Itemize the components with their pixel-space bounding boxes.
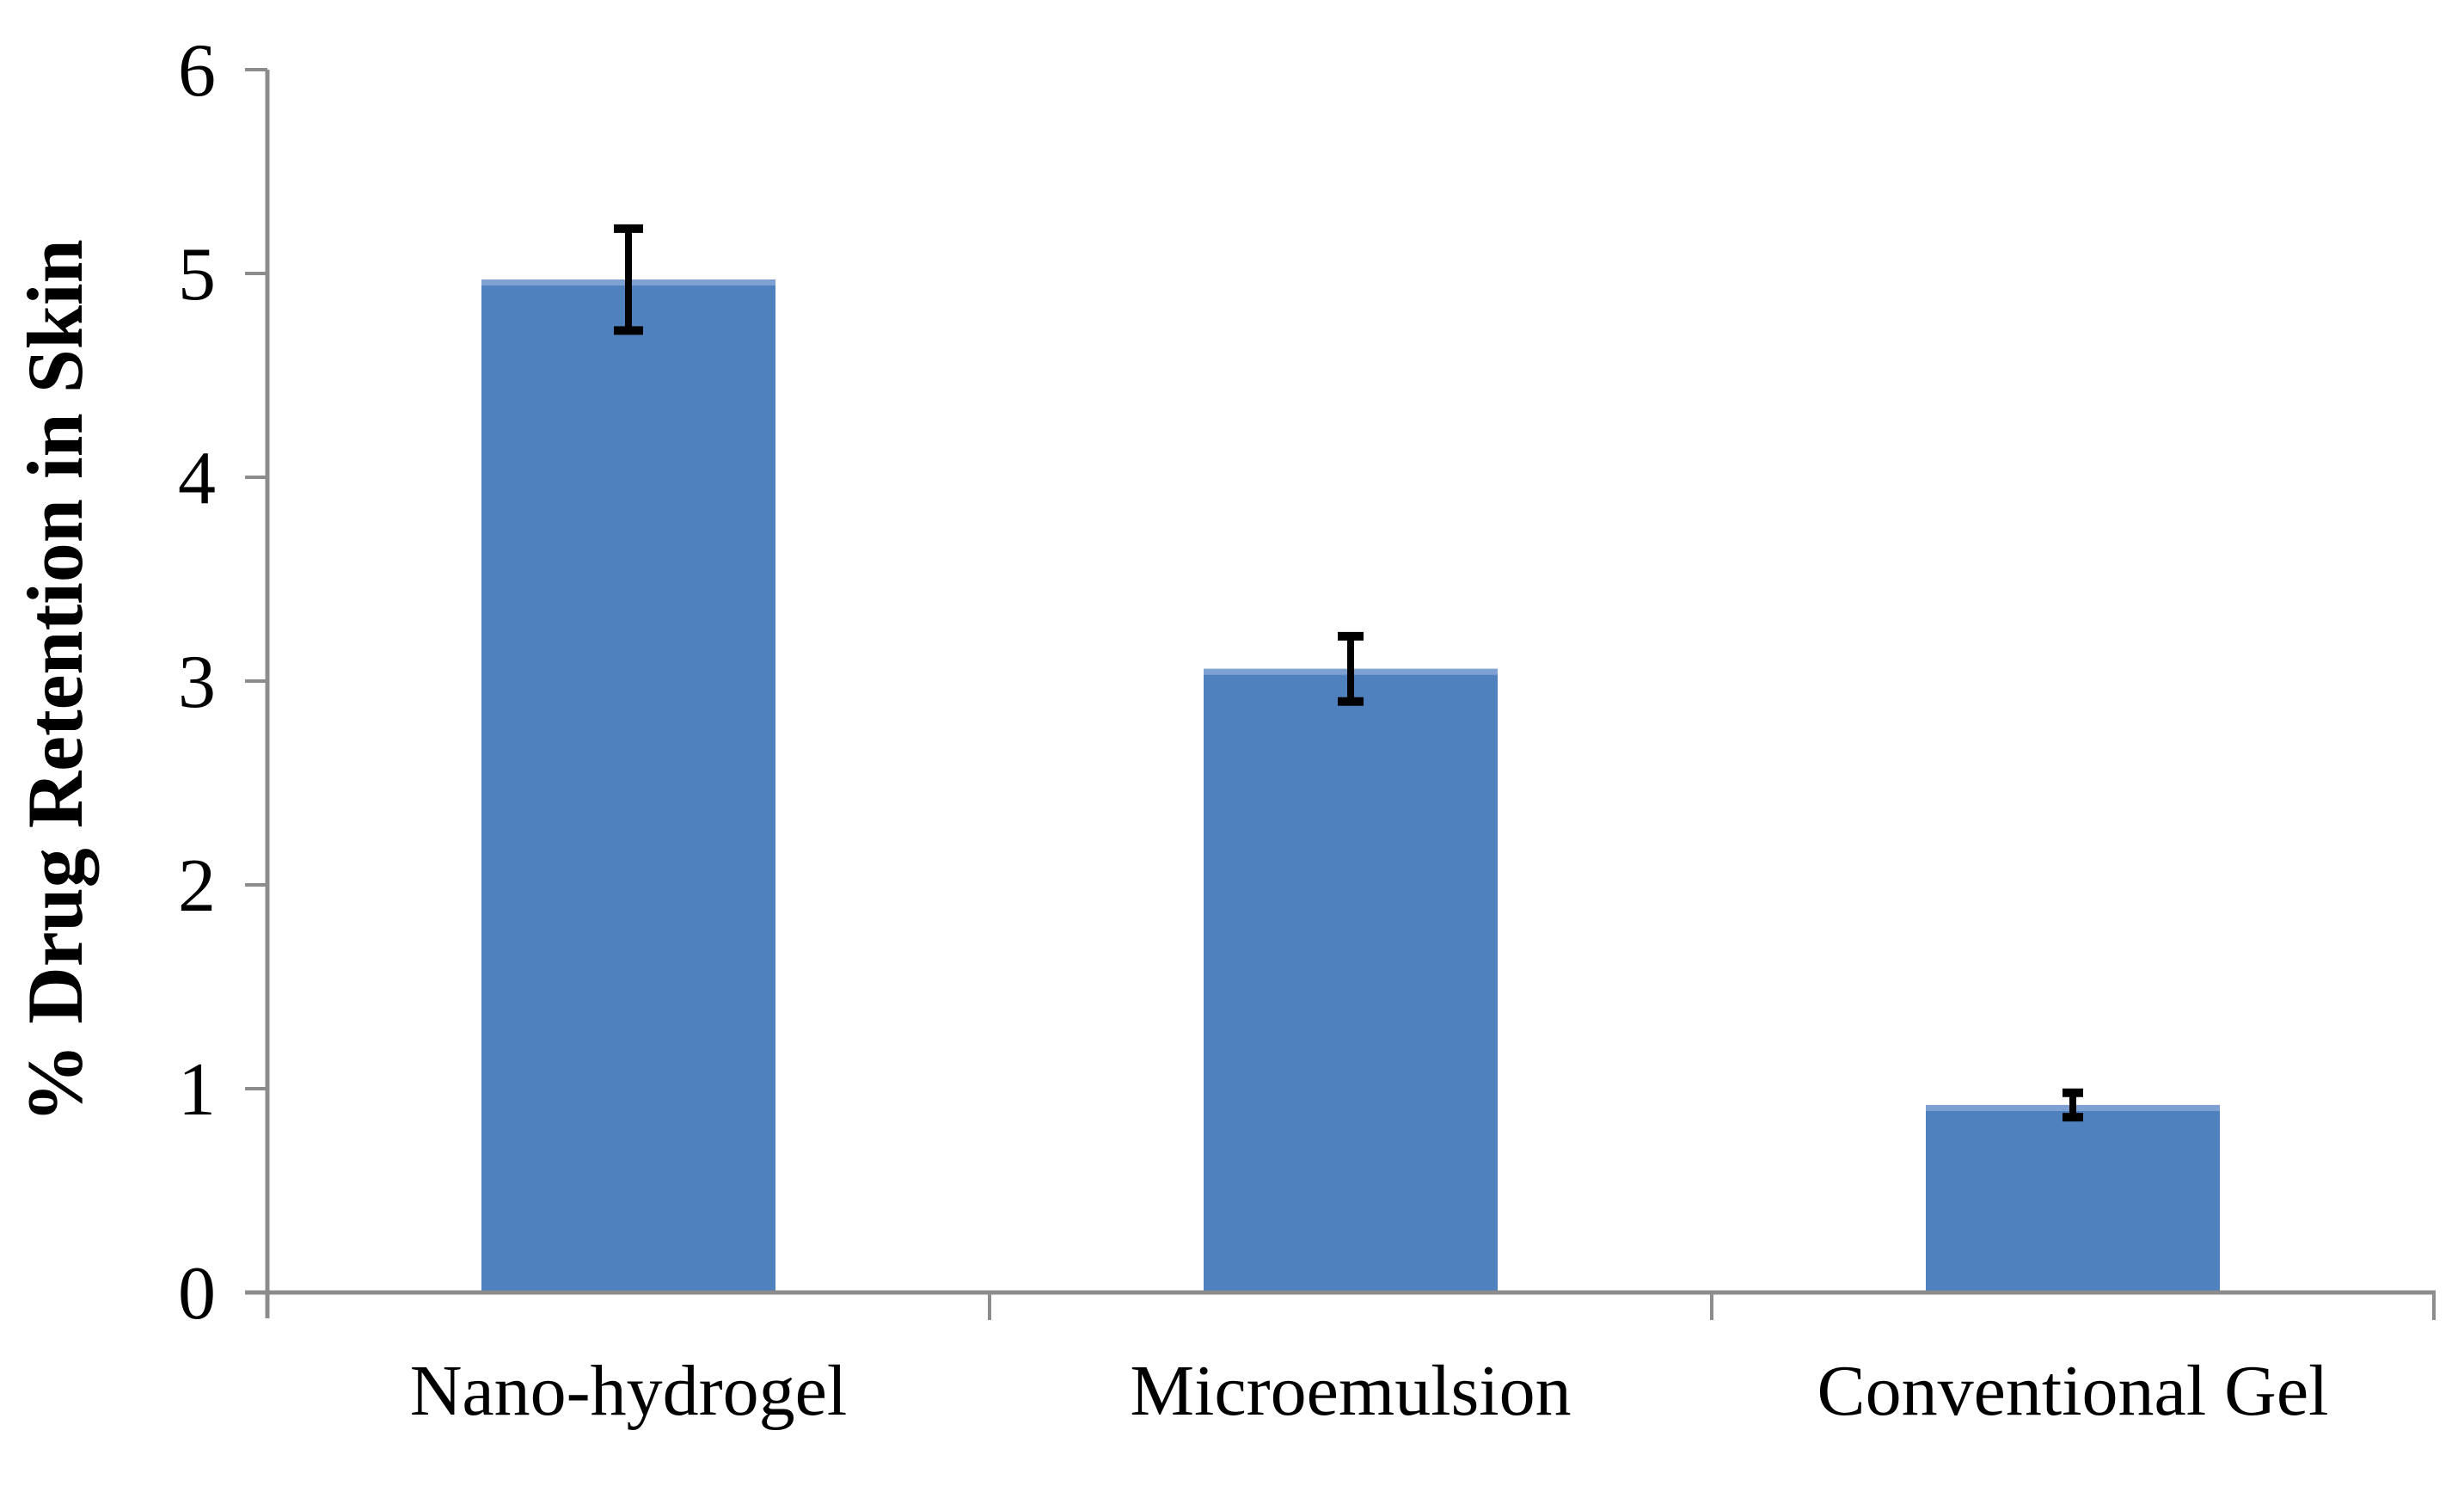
bar-conventional-gel [1926,1104,2220,1292]
y-tick-label-1: 1 [178,1048,216,1132]
bar-microemulsion [1204,668,1498,1292]
y-tick-label-0: 0 [178,1252,216,1335]
y-tick-label-3: 3 [178,641,216,724]
y-tick-label-6: 6 [178,29,216,113]
y-axis-title: % Drug Retention in Skin [11,239,99,1123]
x-category-label-nano-hydrogel: Nano-hydrogel [410,1351,848,1431]
chart-geometry [245,68,2436,1320]
x-category-label-conventional-gel: Conventional Gel [1817,1351,2329,1431]
x-category-label-microemulsion: Microemulsion [1130,1351,1571,1431]
bar-nano-hydrogel [481,279,775,1292]
y-tick-label-5: 5 [178,233,216,316]
y-tick-label-2: 2 [178,844,216,928]
y-tick-label-4: 4 [178,437,216,520]
